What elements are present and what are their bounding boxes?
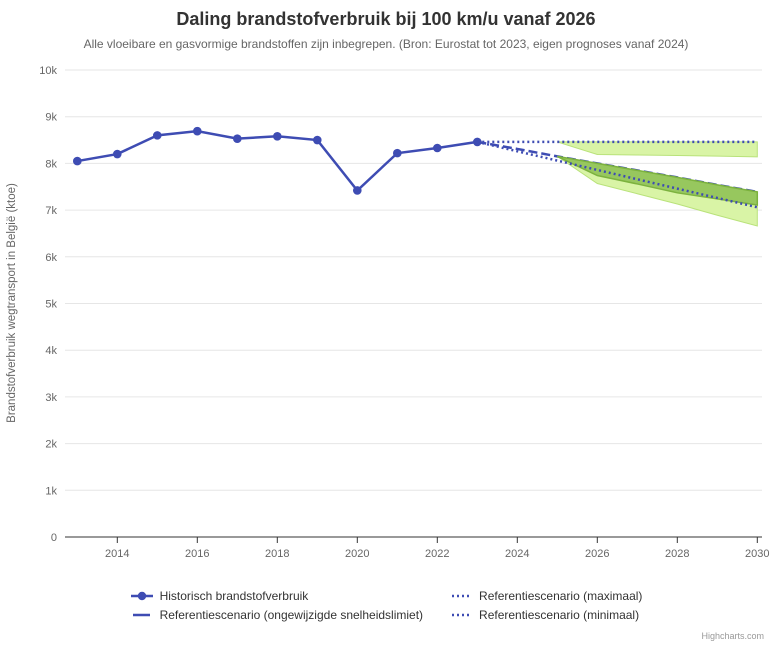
y-axis-tick-label: 1k [45, 485, 57, 497]
x-axis-tick-label: 2026 [585, 548, 609, 560]
chart-title: Daling brandstofverbruik bij 100 km/u va… [176, 9, 596, 29]
y-axis-tick-label: 0 [51, 532, 57, 544]
x-axis-tick-label: 2030 [745, 548, 769, 560]
data-point-historisch[interactable] [73, 156, 82, 166]
legend-item-referentie-minimaal[interactable]: Referentiescenario (minimaal) [449, 605, 642, 624]
scenario-band-centraal-100kmu[interactable] [556, 155, 759, 206]
legend-label: Historisch brandstofverbruik [159, 588, 309, 603]
data-point-historisch[interactable] [433, 143, 442, 153]
legend-item-referentie-maximaal[interactable]: Referentiescenario (maximaal) [449, 586, 642, 605]
x-axis-tick-label: 2020 [345, 548, 369, 560]
y-axis-tick-label: 4k [45, 345, 57, 357]
data-point-historisch[interactable] [273, 132, 282, 141]
data-point-historisch[interactable] [353, 186, 362, 195]
data-point-historisch[interactable] [473, 137, 482, 147]
x-axis-tick-label: 2016 [185, 548, 209, 560]
legend-symbol-dash-line [132, 613, 150, 616]
legend-item-historisch[interactable]: Historisch brandstofverbruik [130, 586, 423, 605]
y-axis-tick-label: 3k [45, 392, 57, 404]
data-point-historisch[interactable] [113, 149, 122, 159]
legend-label: Referentiescenario (maximaal) [479, 588, 643, 603]
y-axis-tick-label: 10k [39, 65, 57, 77]
legend-symbol-dotted-line [452, 613, 471, 616]
x-axis-tick-label: 2014 [105, 548, 129, 560]
x-axis-tick-label: 2018 [265, 548, 289, 560]
scenario-band-maximaal-100kmu[interactable] [557, 141, 758, 158]
data-point-historisch[interactable] [153, 131, 162, 140]
y-axis-tick-label: 9k [45, 112, 57, 124]
chart-plot-area[interactable]: 0 1k 2k 3k 4k 5k 6k 7k 8k 9k 10k 2014 2016 2018 2020 20… [0, 0, 772, 578]
data-point-historisch[interactable] [313, 135, 322, 145]
chart-legend: Historisch brandstofverbruik Referenties… [0, 586, 772, 624]
legend-label: Referentiescenario (ongewijzigde snelhei… [159, 607, 424, 622]
y-axis-tick-label: 5k [45, 299, 57, 311]
highcharts-credits-link[interactable]: Highcharts.com [701, 631, 764, 641]
y-axis-tick-label: 7k [45, 205, 57, 217]
x-axis-tick-label: 2022 [425, 548, 449, 560]
y-axis-tick-label: 6k [45, 252, 57, 264]
chart-subtitle: Alle vloeibare en gasvormige brandstoffe… [83, 37, 689, 51]
data-point-historisch[interactable] [393, 148, 402, 158]
data-point-historisch[interactable] [193, 126, 202, 136]
data-point-historisch[interactable] [233, 134, 242, 143]
x-axis-tick-label: 2024 [505, 548, 529, 560]
legend-symbol-dotted-line [452, 594, 471, 597]
legend-label: Referentiescenario (minimaal) [479, 607, 640, 622]
legend-item-referentie-centraal[interactable]: Referentiescenario (ongewijzigde snelhei… [130, 605, 423, 624]
y-axis-tick-label: 8k [45, 158, 57, 170]
legend-symbol-line-marker [130, 591, 153, 600]
y-axis-title: Brandstofverbruik wegtransport in België… [6, 183, 18, 423]
x-axis-tick-label: 2028 [665, 548, 689, 560]
y-axis-tick-label: 2k [45, 439, 57, 451]
